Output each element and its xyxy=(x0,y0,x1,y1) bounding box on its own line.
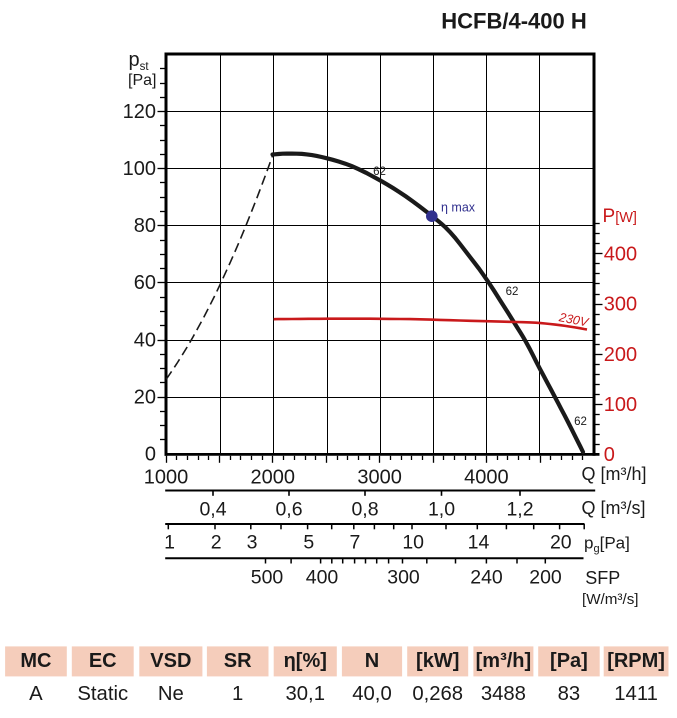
svg-text:120: 120 xyxy=(123,101,156,123)
svg-text:400: 400 xyxy=(306,567,339,589)
svg-text:N: N xyxy=(365,650,379,672)
svg-text:2000: 2000 xyxy=(251,466,296,488)
svg-text:Q [m³/s]: Q [m³/s] xyxy=(582,498,646,518)
svg-text:MC: MC xyxy=(20,650,51,672)
svg-text:Ne: Ne xyxy=(158,683,184,705)
svg-text:3488: 3488 xyxy=(481,683,526,705)
svg-text:[Pa]: [Pa] xyxy=(128,72,156,89)
svg-text:η max: η max xyxy=(441,201,476,215)
svg-text:62: 62 xyxy=(574,416,587,428)
svg-text:Q [m³/h]: Q [m³/h] xyxy=(582,464,647,484)
svg-text:20: 20 xyxy=(134,386,156,408)
svg-text:14: 14 xyxy=(468,532,490,554)
svg-text:60: 60 xyxy=(134,272,156,294)
svg-text:10: 10 xyxy=(402,532,424,554)
svg-text:Static: Static xyxy=(77,683,128,705)
svg-text:3: 3 xyxy=(247,532,258,554)
svg-text:[W/m³/s]: [W/m³/s] xyxy=(582,591,639,608)
svg-text:1000: 1000 xyxy=(144,466,189,488)
svg-text:200: 200 xyxy=(529,567,562,589)
svg-text:20: 20 xyxy=(550,532,572,554)
svg-text:5: 5 xyxy=(303,532,314,554)
svg-text:3000: 3000 xyxy=(357,466,402,488)
svg-text:80: 80 xyxy=(134,215,156,237)
svg-text:40: 40 xyxy=(134,329,156,351)
svg-text:100: 100 xyxy=(123,158,156,180)
svg-text:0,8: 0,8 xyxy=(351,499,378,521)
svg-text:VSD: VSD xyxy=(150,650,191,672)
svg-text:1,0: 1,0 xyxy=(428,499,455,521)
svg-text:200: 200 xyxy=(604,344,637,366)
svg-text:40,0: 40,0 xyxy=(352,683,391,705)
svg-text:400: 400 xyxy=(604,244,637,266)
svg-text:[Pa]: [Pa] xyxy=(550,650,588,672)
svg-text:pg[Pa]: pg[Pa] xyxy=(584,534,630,556)
svg-text:30,1: 30,1 xyxy=(286,683,325,705)
svg-text:HCFB/4-400 H: HCFB/4-400 H xyxy=(441,8,586,33)
svg-text:500: 500 xyxy=(251,567,284,589)
svg-text:0,268: 0,268 xyxy=(412,683,463,705)
svg-text:1: 1 xyxy=(232,683,243,705)
svg-text:300: 300 xyxy=(604,294,637,316)
svg-text:pst: pst xyxy=(129,49,150,73)
svg-text:0,6: 0,6 xyxy=(275,499,302,521)
svg-text:0,4: 0,4 xyxy=(199,499,226,521)
svg-text:100: 100 xyxy=(604,394,637,416)
svg-text:P[W]: P[W] xyxy=(603,206,637,227)
svg-text:EC: EC xyxy=(89,650,117,672)
svg-text:2: 2 xyxy=(211,532,222,554)
svg-text:0: 0 xyxy=(145,444,156,466)
svg-text:62: 62 xyxy=(506,286,519,298)
svg-text:η[%]: η[%] xyxy=(284,650,327,672)
svg-text:1411: 1411 xyxy=(614,683,658,705)
svg-text:300: 300 xyxy=(387,567,420,589)
svg-text:SR: SR xyxy=(224,650,252,672)
svg-text:[RPM]: [RPM] xyxy=(607,650,665,672)
svg-text:1: 1 xyxy=(164,532,175,554)
svg-text:[m³/h]: [m³/h] xyxy=(476,650,532,672)
svg-text:83: 83 xyxy=(558,683,581,705)
svg-text:62: 62 xyxy=(373,166,386,178)
svg-text:A: A xyxy=(29,683,43,705)
svg-text:1,2: 1,2 xyxy=(506,499,533,521)
svg-text:0: 0 xyxy=(604,444,615,466)
svg-text:240: 240 xyxy=(470,567,503,589)
svg-text:4000: 4000 xyxy=(464,466,509,488)
svg-text:SFP: SFP xyxy=(585,568,620,588)
svg-text:[kW]: [kW] xyxy=(416,650,459,672)
svg-text:230V: 230V xyxy=(557,310,591,330)
svg-text:7: 7 xyxy=(350,532,361,554)
